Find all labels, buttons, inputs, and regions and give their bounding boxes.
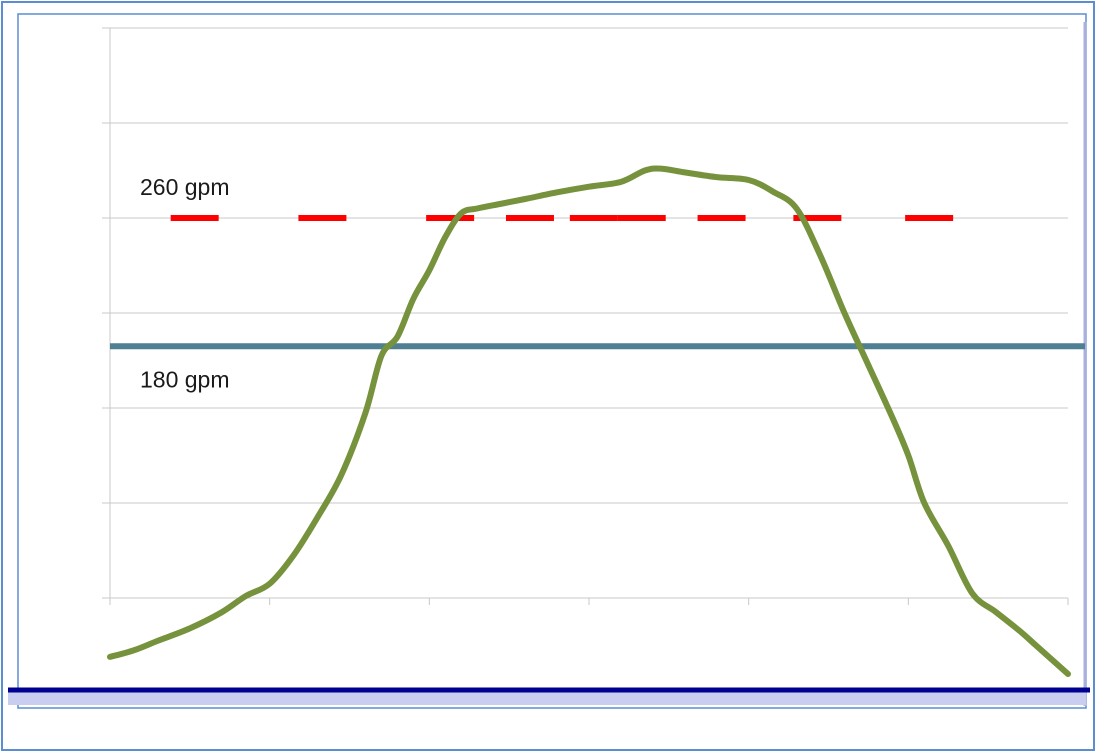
series-layer bbox=[107, 165, 1071, 677]
reference-labels: 260 gpm 180 gpm bbox=[140, 174, 230, 392]
reference-lines bbox=[110, 215, 1085, 350]
series-line bbox=[107, 165, 1071, 677]
gridlines bbox=[102, 27, 1068, 599]
ref-line-label: 260 gpm bbox=[140, 174, 230, 200]
baseline-shadow bbox=[8, 692, 1086, 705]
inner-border bbox=[17, 13, 1087, 709]
x-axis-ticks bbox=[109, 598, 1069, 605]
ref-line-label: 180 gpm bbox=[140, 366, 230, 392]
